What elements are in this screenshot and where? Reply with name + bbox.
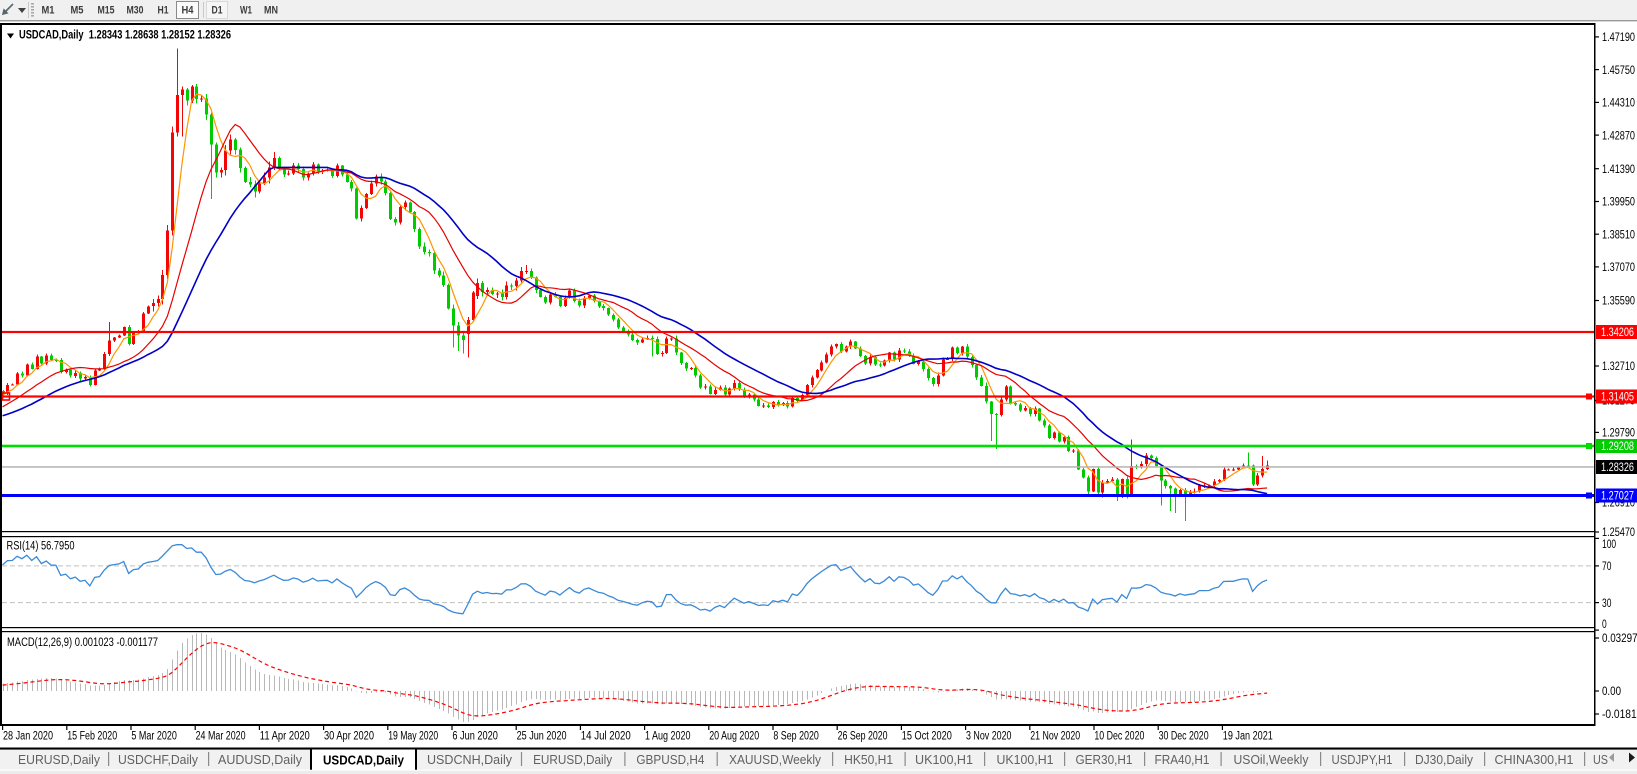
svg-text:1.28326: 1.28326 — [1601, 462, 1634, 474]
svg-text:8 Sep 2020: 8 Sep 2020 — [773, 731, 819, 743]
svg-text:3 Nov 2020: 3 Nov 2020 — [966, 731, 1012, 743]
svg-text:US: US — [1593, 752, 1608, 767]
svg-text:1.25470: 1.25470 — [1602, 527, 1635, 539]
svg-text:5 Mar 2020: 5 Mar 2020 — [131, 731, 177, 743]
svg-text:1.27027: 1.27027 — [1601, 491, 1634, 503]
svg-text:H1: H1 — [158, 5, 169, 17]
svg-text:USDCNH,Daily: USDCNH,Daily — [427, 752, 512, 767]
svg-text:W1: W1 — [240, 5, 252, 17]
svg-text:M15: M15 — [98, 5, 115, 17]
svg-text:CHINA300,H1: CHINA300,H1 — [1495, 752, 1574, 767]
svg-text:1.31405: 1.31405 — [1601, 392, 1634, 404]
svg-text:100: 100 — [1602, 539, 1616, 551]
svg-text:0: 0 — [1602, 619, 1607, 631]
svg-text:H4: H4 — [182, 5, 195, 17]
svg-text:1 Aug 2020: 1 Aug 2020 — [645, 731, 691, 743]
svg-text:1.41390: 1.41390 — [1602, 164, 1635, 176]
svg-text:70: 70 — [1602, 561, 1611, 573]
svg-text:EURUSD,Daily: EURUSD,Daily — [18, 752, 100, 767]
svg-text:19 Jan 2021: 19 Jan 2021 — [1223, 731, 1273, 743]
svg-text:14 Jul 2020: 14 Jul 2020 — [581, 731, 631, 743]
svg-text:USOil,Weekly: USOil,Weekly — [1234, 752, 1309, 767]
svg-text:1.29208: 1.29208 — [1601, 441, 1634, 453]
svg-text:26 Sep 2020: 26 Sep 2020 — [838, 731, 888, 743]
svg-text:XAUUSD,Weekly: XAUUSD,Weekly — [729, 752, 821, 767]
svg-text:15 Oct 2020: 15 Oct 2020 — [902, 731, 952, 743]
svg-text:AUDUSD,Daily: AUDUSD,Daily — [218, 752, 302, 767]
svg-text:M5: M5 — [71, 5, 84, 17]
svg-text:1.39950: 1.39950 — [1602, 197, 1635, 209]
svg-text:M1: M1 — [42, 5, 55, 17]
svg-text:1.29790: 1.29790 — [1602, 428, 1635, 440]
svg-text:1.35590: 1.35590 — [1602, 296, 1635, 308]
svg-text:24 Mar 2020: 24 Mar 2020 — [196, 731, 246, 743]
svg-text:11 Apr 2020: 11 Apr 2020 — [260, 731, 310, 743]
svg-text:10 Dec 2020: 10 Dec 2020 — [1094, 731, 1144, 743]
svg-text:D1: D1 — [212, 5, 223, 17]
svg-text:UK100,H1: UK100,H1 — [915, 752, 973, 767]
svg-text:USDCHF,Daily: USDCHF,Daily — [118, 752, 198, 767]
svg-text:USDCAD,Daily 1.28343 1.28638: USDCAD,Daily 1.28343 1.28638 1.28152 1.2… — [19, 28, 231, 42]
svg-text:28 Jan 2020: 28 Jan 2020 — [3, 731, 53, 743]
svg-text:1.42870: 1.42870 — [1602, 130, 1635, 142]
svg-text:0.032972: 0.032972 — [1602, 633, 1637, 645]
svg-text:1.32710: 1.32710 — [1602, 361, 1635, 373]
svg-text:HK50,H1: HK50,H1 — [844, 752, 893, 767]
svg-text:30: 30 — [1602, 598, 1611, 610]
svg-text:UK100,H1: UK100,H1 — [997, 752, 1054, 767]
svg-text:MACD(12,26,9) 0.001023 -0.0011: MACD(12,26,9) 0.001023 -0.001177 — [7, 637, 158, 649]
svg-text:1.45750: 1.45750 — [1602, 65, 1635, 77]
svg-text:20 Aug 2020: 20 Aug 2020 — [709, 731, 759, 743]
svg-text:21 Nov 2020: 21 Nov 2020 — [1030, 731, 1080, 743]
svg-text:6 Jun 2020: 6 Jun 2020 — [452, 731, 498, 743]
svg-text:1.34206: 1.34206 — [1601, 327, 1634, 339]
svg-text:M30: M30 — [127, 5, 144, 17]
svg-text:1.38510: 1.38510 — [1602, 229, 1635, 241]
svg-text:1.44310: 1.44310 — [1602, 98, 1635, 110]
svg-text:-0.018154: -0.018154 — [1602, 709, 1637, 721]
svg-text:DJ30,Daily: DJ30,Daily — [1415, 752, 1473, 767]
svg-text:0.00: 0.00 — [1602, 686, 1621, 698]
svg-text:FRA40,H1: FRA40,H1 — [1155, 752, 1210, 767]
svg-text:RSI(14) 56.7950: RSI(14) 56.7950 — [7, 541, 75, 553]
svg-text:USDCAD,Daily: USDCAD,Daily — [323, 753, 405, 768]
svg-text:USDJPY,H1: USDJPY,H1 — [1332, 752, 1393, 767]
svg-text:25 Jun 2020: 25 Jun 2020 — [517, 731, 567, 743]
svg-text:MN: MN — [264, 5, 278, 17]
svg-text:15 Feb 2020: 15 Feb 2020 — [67, 731, 117, 743]
svg-text:19 May 2020: 19 May 2020 — [388, 731, 438, 743]
svg-text:EURUSD,Daily: EURUSD,Daily — [533, 752, 612, 767]
svg-text:1.47190: 1.47190 — [1602, 32, 1635, 44]
svg-text:30 Apr 2020: 30 Apr 2020 — [324, 731, 374, 743]
svg-text:30 Dec 2020: 30 Dec 2020 — [1159, 731, 1209, 743]
svg-text:GBPUSD,H4: GBPUSD,H4 — [636, 752, 704, 767]
svg-text:GER30,H1: GER30,H1 — [1076, 752, 1133, 767]
svg-text:1.37070: 1.37070 — [1602, 262, 1635, 274]
